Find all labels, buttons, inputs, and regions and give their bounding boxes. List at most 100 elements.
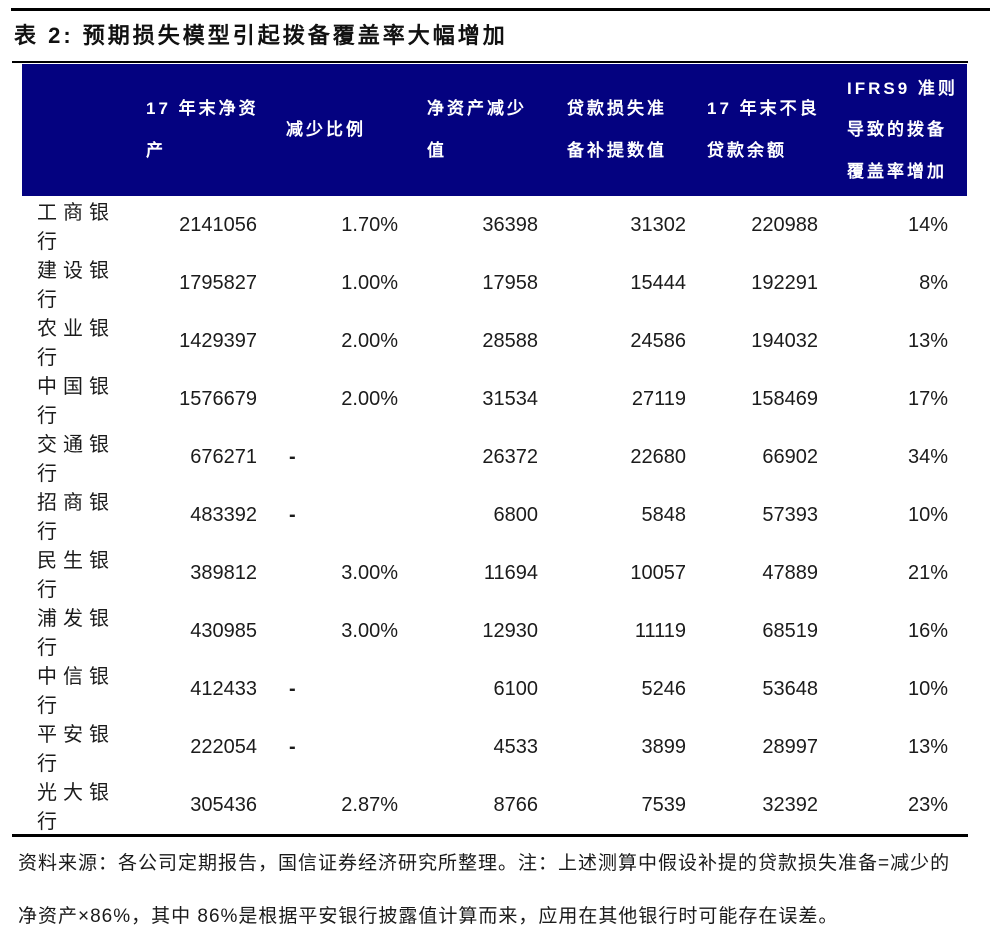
table-row: 光大银行 305436 2.87% 8766 7539 32392 23%	[22, 776, 967, 834]
value-cell: 1.00%	[341, 271, 398, 294]
value-cell: 305436	[190, 793, 257, 816]
value-cell: 6800	[493, 503, 539, 526]
bank-name-cell: 光大银行	[37, 782, 115, 833]
value-cell: 47889	[762, 561, 818, 584]
column-header: 17 年末不良 贷款余额	[707, 99, 820, 160]
bank-name-cell: 交通银行	[37, 434, 115, 485]
value-cell: 13%	[907, 329, 948, 352]
value-cell: 53648	[762, 677, 818, 700]
value-cell: 36398	[482, 213, 538, 236]
value-cell: 11694	[483, 561, 538, 584]
value-cell: 31302	[630, 213, 686, 236]
bank-name-cell: 平安银行	[37, 724, 115, 775]
value-cell: 192291	[751, 271, 818, 294]
value-cell: 23%	[907, 793, 948, 816]
value-cell: 220988	[751, 213, 818, 236]
value-cell: 1576679	[179, 387, 257, 410]
value-cell: 158469	[751, 387, 818, 410]
value-cell: 5246	[641, 677, 687, 700]
value-cell: 34%	[907, 445, 948, 468]
bank-name-cell: 中国银行	[37, 376, 115, 427]
value-cell: 7539	[641, 793, 687, 816]
value-cell: 483392	[190, 503, 257, 526]
value-cell: 10%	[907, 677, 948, 700]
value-cell: 10%	[907, 503, 948, 526]
value-cell: 28588	[482, 329, 538, 352]
table-row: 中信银行 412433 - 6100 5246 53648 10%	[22, 660, 967, 718]
value-cell: 66902	[762, 445, 818, 468]
value-cell: 17958	[482, 271, 538, 294]
header-row: 17 年末净资 产 减少比例 净资产减少 值贷款损失准 备补提数值 17 年末不良 贷…	[22, 64, 967, 196]
column-header: 17 年末净资 产	[146, 99, 259, 160]
value-cell: 1.70%	[341, 213, 398, 236]
table-row: 交通银行 676271 - 26372 22680 66902 34%	[22, 428, 967, 486]
value-cell: 2.00%	[341, 387, 398, 410]
table-row: 农业银行 1429397 2.00% 28588 24586 194032 13%	[22, 312, 967, 370]
table-row: 民生银行 389812 3.00% 11694 10057 47889 21%	[22, 544, 967, 602]
value-cell: 26372	[482, 445, 538, 468]
value-cell: 16%	[907, 619, 948, 642]
value-cell: 13%	[907, 735, 948, 758]
value-cell: 5848	[641, 503, 687, 526]
value-cell: 8%	[919, 271, 948, 294]
value-cell: 14%	[907, 213, 948, 236]
value-cell: 194032	[751, 329, 818, 352]
bank-name-cell: 招商银行	[37, 492, 115, 543]
value-cell: 22680	[630, 445, 686, 468]
value-cell: 412433	[190, 677, 257, 700]
value-cell: 2.87%	[341, 793, 398, 816]
column-header: 减少比例	[286, 120, 366, 140]
value-cell: -	[289, 503, 296, 526]
value-cell: 31534	[482, 387, 538, 410]
bank-name-cell: 中信银行	[37, 666, 115, 717]
column-header: IFRS9 准则 导致的拨备 覆盖率增加	[847, 78, 958, 181]
value-cell: 8766	[493, 793, 539, 816]
value-cell: -	[289, 677, 296, 700]
value-cell: 2141056	[179, 213, 257, 236]
value-cell: -	[289, 445, 296, 468]
value-cell: 24586	[630, 329, 686, 352]
value-cell: 10057	[630, 561, 686, 584]
value-cell: 3.00%	[341, 561, 398, 584]
value-cell: 68519	[762, 619, 818, 642]
value-cell: 1429397	[179, 329, 257, 352]
table-row: 浦发银行 430985 3.00% 12930 11119 68519 16%	[22, 602, 967, 660]
value-cell: 32392	[762, 793, 818, 816]
value-cell: 6100	[493, 677, 539, 700]
value-cell: 389812	[190, 561, 257, 584]
value-cell: 3.00%	[341, 619, 398, 642]
column-header: 净资产减少 值	[427, 99, 527, 160]
value-cell: 12930	[482, 619, 538, 642]
bank-name-cell: 浦发银行	[37, 608, 115, 659]
top-rule	[11, 8, 990, 11]
table-top-rule	[12, 61, 968, 63]
bank-name-cell: 民生银行	[37, 550, 115, 601]
column-header	[22, 64, 133, 196]
value-cell: 1795827	[179, 271, 257, 294]
value-cell: 27119	[631, 387, 686, 410]
value-cell: 28997	[762, 735, 818, 758]
table-header: 17 年末净资 产 减少比例 净资产减少 值贷款损失准 备补提数值 17 年末不良 贷…	[22, 64, 967, 196]
bank-name-cell: 建设银行	[37, 260, 115, 311]
value-cell: 676271	[190, 445, 257, 468]
provision-coverage-table: 17 年末净资 产 减少比例 净资产减少 值贷款损失准 备补提数值 17 年末不良 贷…	[22, 64, 967, 834]
bank-name-cell: 工商银行	[37, 202, 115, 253]
value-cell: 4533	[493, 735, 539, 758]
value-cell: 222054	[190, 735, 257, 758]
value-cell: 3899	[641, 735, 687, 758]
bank-name-cell: 农业银行	[37, 318, 115, 369]
table-row: 中国银行 1576679 2.00% 31534 27119 158469 17%	[22, 370, 967, 428]
value-cell: 430985	[190, 619, 257, 642]
value-cell: 15444	[630, 271, 686, 294]
page-title: 表 2: 预期损失模型引起拨备覆盖率大幅增加	[14, 23, 508, 48]
value-cell: 57393	[762, 503, 818, 526]
table-row: 平安银行 222054 - 4533 3899 28997 13%	[22, 718, 967, 776]
column-header: 贷款损失准 备补提数值	[567, 99, 667, 160]
value-cell: -	[289, 735, 296, 758]
value-cell: 11119	[634, 619, 686, 642]
table-row: 工商银行 2141056 1.70% 36398 31302 220988 14%	[22, 196, 967, 254]
table-row: 建设银行 1795827 1.00% 17958 15444 192291 8%	[22, 254, 967, 312]
value-cell: 2.00%	[341, 329, 398, 352]
table-body: 工商银行 2141056 1.70% 36398 31302 220988 14% 建设银行 1…	[22, 196, 967, 834]
table-row: 招商银行 483392 - 6800 5848 57393 10%	[22, 486, 967, 544]
